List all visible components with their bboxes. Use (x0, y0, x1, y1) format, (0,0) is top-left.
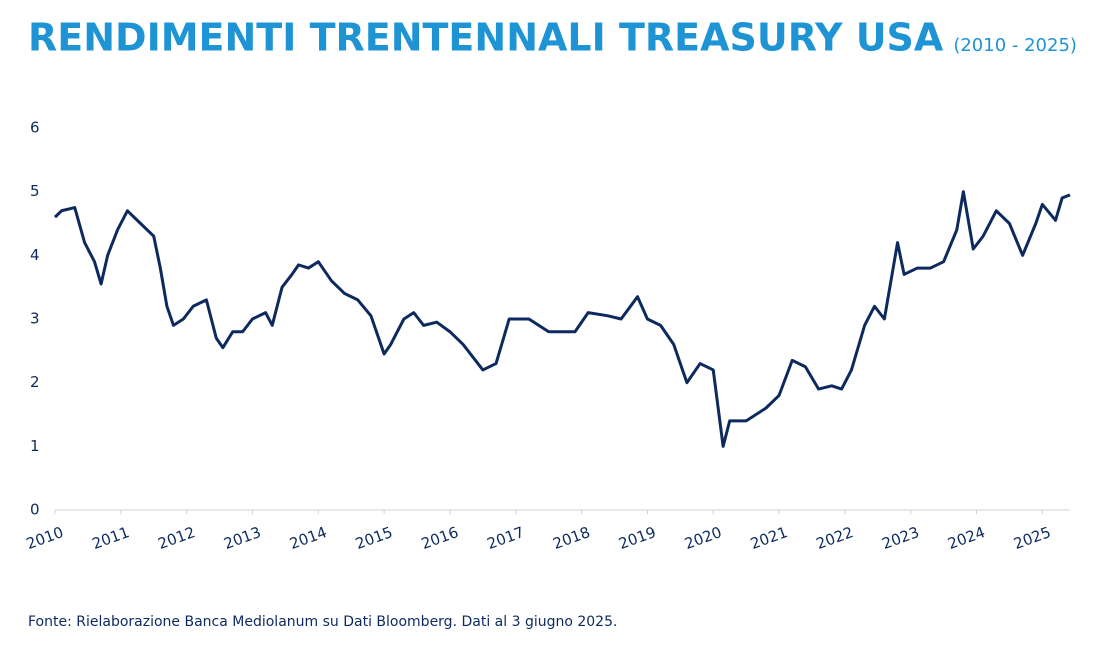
y-tick-label: 6 (30, 119, 40, 137)
y-tick-label: 4 (30, 246, 40, 264)
x-tick-label: 2010 (24, 523, 66, 553)
x-tick-label: 2024 (945, 523, 987, 553)
x-tick-label: 2014 (287, 523, 329, 553)
source-note: Fonte: Rielaborazione Banca Mediolanum s… (28, 614, 617, 630)
x-tick-label: 2017 (485, 523, 527, 553)
x-tick-label: 2025 (1011, 523, 1053, 553)
x-tick-label: 2013 (221, 523, 263, 553)
chart-subtitle: (2010 - 2025) (953, 35, 1077, 56)
chart-title: RENDIMENTI TRENTENNALI TREASURY USA (28, 16, 944, 60)
x-tick-label: 2015 (353, 523, 395, 553)
x-tick-label: 2020 (682, 523, 724, 553)
x-tick-label: 2023 (880, 523, 922, 553)
x-tick-label: 2012 (156, 523, 198, 553)
x-tick-label: 2018 (550, 523, 592, 553)
y-tick-label: 2 (30, 373, 40, 391)
y-tick-label: 3 (30, 310, 40, 328)
y-tick-label: 5 (30, 182, 40, 200)
x-tick-label: 2021 (748, 523, 790, 553)
x-tick-label: 2022 (814, 523, 856, 553)
y-tick-label: 0 (30, 501, 40, 519)
y-tick-label: 1 (30, 437, 40, 455)
x-tick-label: 2011 (90, 523, 132, 553)
line-series (53, 190, 1071, 448)
x-tick-label: 2019 (616, 523, 658, 553)
x-tick-label: 2016 (419, 523, 461, 553)
